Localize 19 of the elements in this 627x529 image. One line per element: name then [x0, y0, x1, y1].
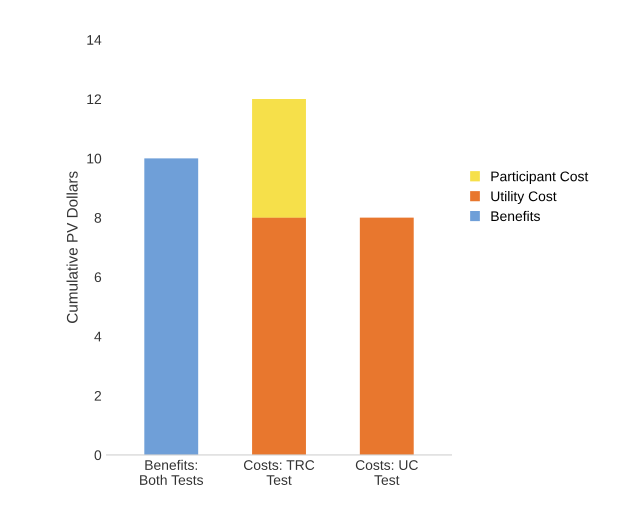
y-tick-label: 0 [94, 450, 102, 460]
bar [360, 218, 414, 455]
x-tick-label: Costs: UC Test [356, 460, 418, 485]
bar [252, 99, 306, 218]
y-tick-label: 14 [87, 35, 102, 45]
x-tick-label: Benefits: Both Tests [140, 460, 204, 485]
y-axis-title: Cumulative PV Dollars [66, 171, 78, 323]
bar [144, 158, 198, 455]
legend-label: Benefits [491, 210, 540, 222]
y-tick-label: 6 [94, 272, 102, 282]
legend-label: Participant Cost [491, 171, 588, 184]
y-tick-label: 12 [87, 94, 102, 104]
y-tick-label: 2 [94, 390, 102, 401]
x-tick-label: Costs: TRC Test [244, 460, 314, 485]
y-tick-label: 10 [87, 154, 102, 164]
y-tick-label: 8 [94, 212, 102, 223]
bar [252, 218, 306, 455]
legend-label: Utility Cost [491, 191, 557, 204]
y-tick-label: 4 [94, 332, 102, 342]
